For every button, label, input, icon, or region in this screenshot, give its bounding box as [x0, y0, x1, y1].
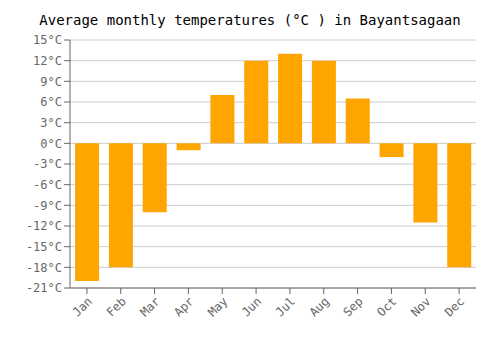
svg-text:Dec: Dec: [442, 294, 467, 319]
svg-text:-21°C: -21°C: [26, 281, 62, 295]
svg-text:Aug: Aug: [307, 294, 332, 319]
svg-text:3°C: 3°C: [40, 116, 62, 130]
svg-text:Apr: Apr: [171, 294, 196, 319]
svg-text:Jun: Jun: [239, 294, 264, 319]
svg-text:-6°C: -6°C: [33, 178, 62, 192]
svg-text:Feb: Feb: [104, 294, 129, 319]
html-text:Average monthly temperatures (: Average monthly temperatures (°C ) in Ba…: [39, 12, 461, 28]
svg-text:Mar: Mar: [137, 294, 162, 319]
svg-text:-12°C: -12°C: [26, 219, 62, 233]
svg-text:May: May: [205, 294, 230, 319]
svg-text:6°C: 6°C: [40, 95, 62, 109]
svg-text:-3°C: -3°C: [33, 157, 62, 171]
svg-text:-15°C: -15°C: [26, 240, 62, 254]
svg-text:Nov: Nov: [408, 294, 433, 319]
svg-text:-9°C: -9°C: [33, 199, 62, 213]
svg-text:Jan: Jan: [70, 294, 95, 319]
svg-text:9°C: 9°C: [40, 75, 62, 89]
svg-text:Jul: Jul: [273, 294, 298, 319]
svg-text:15°C: 15°C: [33, 33, 62, 47]
svg-text:0°C: 0°C: [40, 137, 62, 151]
svg-text:-18°C: -18°C: [26, 261, 62, 275]
svg-text:12°C: 12°C: [33, 54, 62, 68]
svg-text:Oct: Oct: [374, 294, 399, 319]
svg-text:Sep: Sep: [340, 294, 365, 319]
